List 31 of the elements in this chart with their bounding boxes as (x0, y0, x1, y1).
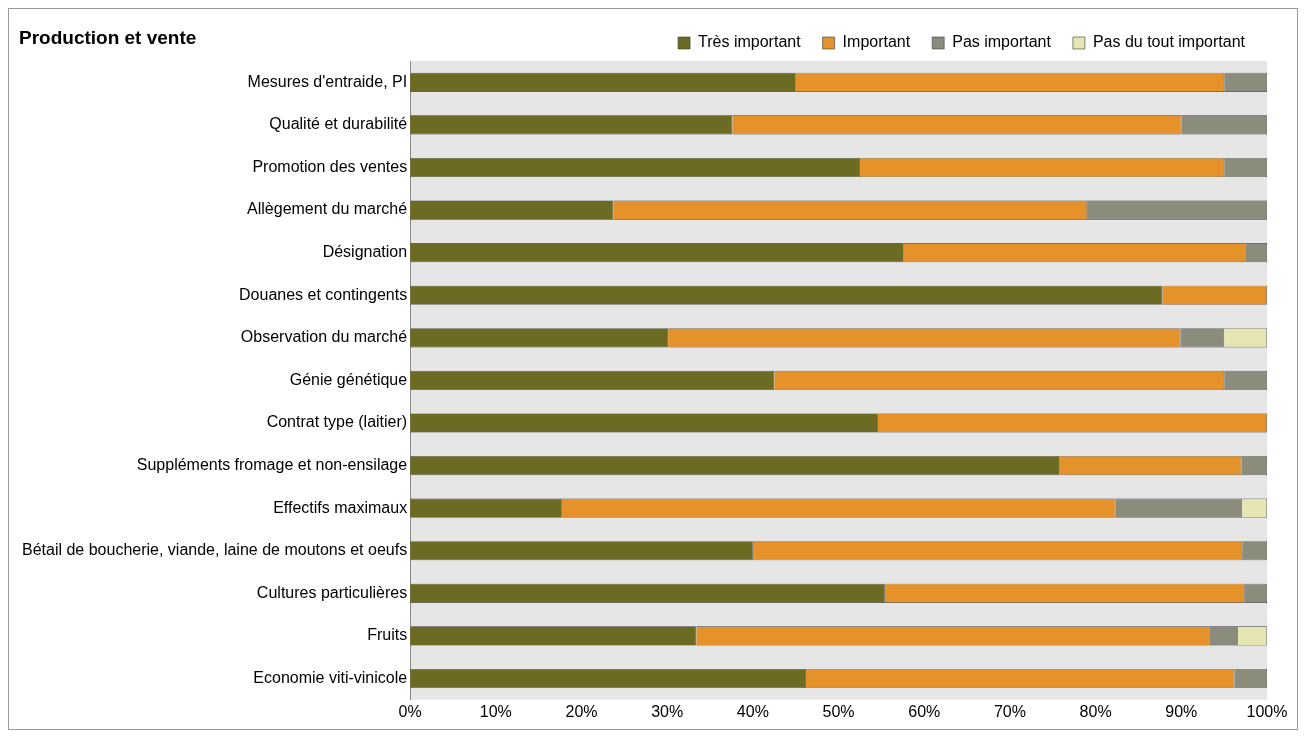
y-tick-label: Cultures particulières (256, 583, 408, 601)
y-tick-label: Promotion des ventes (252, 157, 408, 175)
y-tick-label: Economie viti-vinicole (253, 668, 408, 686)
y-tick-label: Douanes et contingents (239, 285, 408, 303)
y-tick-label: Mesures d'entraide, PI (247, 72, 408, 90)
x-tick-label: 30% (651, 702, 684, 720)
x-tick-label: 100% (1246, 702, 1288, 720)
y-tick-label: Fruits (367, 626, 408, 644)
x-tick-label: 0% (398, 702, 422, 720)
y-tick-label: Contrat type (laitier) (266, 413, 408, 431)
y-tick-label: Qualité et durabilité (269, 115, 408, 133)
legend-label: Très important (698, 33, 802, 51)
legend-label: Pas important (952, 33, 1052, 51)
y-tick-label: Effectifs maximaux (273, 498, 408, 516)
y-tick-label: Désignation (322, 243, 408, 261)
x-tick-label: 70% (993, 702, 1026, 720)
x-tick-label: 80% (1079, 702, 1112, 720)
x-tick-label: 90% (1165, 702, 1198, 720)
y-tick-label: Génie génétique (289, 370, 408, 388)
legend-label: Important (842, 33, 911, 51)
x-tick-label: 50% (822, 702, 855, 720)
y-tick-label: Allègement du marché (247, 200, 408, 218)
x-tick-label: 10% (479, 702, 512, 720)
y-tick-label: Suppléments fromage et non-ensilage (136, 455, 408, 473)
x-tick-label: 60% (908, 702, 941, 720)
legend-label: Pas du tout important (1092, 33, 1246, 51)
y-tick-label: Bétail de boucherie, viande, laine de moutons et oeufs (21, 541, 408, 559)
x-tick-label: 20% (565, 702, 598, 720)
y-tick-label: Observation du marché (240, 328, 408, 346)
x-tick-label: 40% (736, 702, 769, 720)
text: Production et vente (19, 27, 197, 49)
